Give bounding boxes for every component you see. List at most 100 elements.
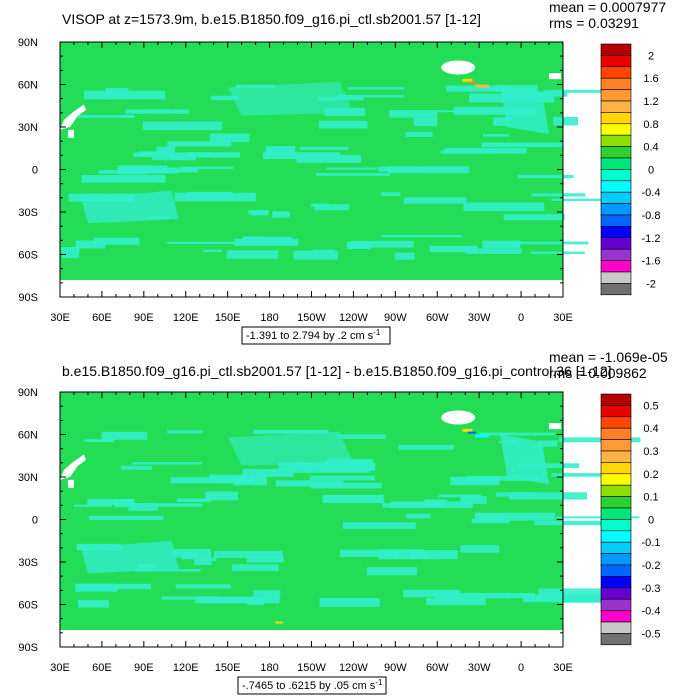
colorbar-cell <box>600 271 632 284</box>
field-patch <box>426 598 486 606</box>
y-tick-label: 30N <box>18 122 38 134</box>
x-tick-label: 30E <box>50 312 70 324</box>
field-patch <box>142 121 223 131</box>
colorbar-cell <box>600 237 632 250</box>
field-patch <box>406 513 431 519</box>
x-tick-label: 30W <box>468 312 491 324</box>
colorbar-cell <box>600 610 632 623</box>
range-text: -.7465 to .6215 by .05 cm s-1 <box>242 678 383 692</box>
colorbar-cell <box>600 214 632 227</box>
field-patch <box>134 569 201 572</box>
land-mask <box>549 423 562 430</box>
colorbar-cell <box>600 77 632 90</box>
x-tick-label: 30E <box>553 662 573 674</box>
field-patch <box>234 238 299 246</box>
colorbar-cell <box>600 66 632 79</box>
field-patch <box>559 437 641 443</box>
field-patch <box>339 549 400 558</box>
y-tick-label: 60S <box>18 600 38 612</box>
colorbar-label: -1.2 <box>642 233 661 245</box>
field-patch <box>293 250 338 260</box>
field-patch <box>231 564 279 571</box>
field-patch <box>444 147 527 154</box>
field-patch <box>474 512 556 521</box>
field-patch <box>381 235 463 238</box>
colorbar-cell <box>600 484 632 497</box>
field-patch <box>60 247 80 253</box>
field-patch <box>272 211 290 218</box>
field-patch <box>278 462 312 471</box>
range-exponent: -1 <box>373 328 381 337</box>
y-tick-label: 30S <box>18 557 38 569</box>
y-tick-label: 0 <box>32 515 38 527</box>
colorbar-cell <box>600 416 632 429</box>
field-patch <box>463 202 545 212</box>
x-tick-label: 180 <box>260 662 278 674</box>
colorbar-cell <box>600 496 632 509</box>
field-patch <box>167 141 232 147</box>
y-tick-label: 90S <box>18 292 38 304</box>
field-patch <box>175 584 231 589</box>
colorbar-cell <box>600 134 632 147</box>
colorbar-cell <box>600 405 632 418</box>
field-patch <box>460 545 500 553</box>
field-patch <box>500 84 550 135</box>
colorbar-label: 0.5 <box>643 400 658 412</box>
x-tick-label: 30E <box>553 312 573 324</box>
x-tick-label: 120E <box>173 312 199 324</box>
anomaly-mark <box>467 431 476 434</box>
x-tick-label: 0 <box>518 662 524 674</box>
field-patch <box>120 465 153 470</box>
map-plot-top: VISOP at z=1573.9m, b.e15.B1850.f09_g16.… <box>18 0 666 345</box>
colorbar-cell <box>600 439 632 452</box>
chart-title: b.e15.B1850.f09_g16.pi_ctl.sb2001.57 [1-… <box>62 363 612 379</box>
range-text: -1.391 to 2.794 by .2 cm s-1 <box>246 328 381 342</box>
colorbar-label: -0.5 <box>642 628 661 640</box>
colorbar-cell <box>600 283 632 296</box>
field-patch <box>226 250 279 259</box>
field-patch <box>405 131 433 138</box>
field-patch <box>398 445 454 450</box>
field-patch <box>299 146 349 150</box>
field-patch <box>161 596 219 600</box>
colorbar-label: 0.3 <box>643 446 658 458</box>
colorbar-cell <box>600 89 632 102</box>
field-patch <box>553 117 579 126</box>
colorbar-cell <box>600 519 632 532</box>
field-patch <box>482 240 521 249</box>
mean-value: mean = 0.0007977 <box>549 0 666 15</box>
field-patch <box>214 550 283 558</box>
field-patch <box>75 240 106 249</box>
field-patch <box>302 462 376 471</box>
field-patch <box>125 109 190 114</box>
colorbar-cell <box>600 100 632 113</box>
field-patch <box>337 94 404 98</box>
field-patch <box>209 133 250 143</box>
x-tick-label: 90E <box>134 312 154 324</box>
field-patch <box>389 110 438 118</box>
colorbar-cell <box>600 191 632 204</box>
colorbar-label: 1.6 <box>643 73 658 85</box>
colorbar-cell <box>600 530 632 543</box>
field-patch <box>495 492 535 497</box>
field-patch <box>314 204 350 211</box>
field-patch <box>506 143 547 146</box>
field-patch <box>551 198 631 201</box>
field-patch <box>387 166 470 174</box>
field-patch <box>557 596 623 603</box>
land-mask <box>60 104 86 130</box>
colorbar-label: 0.1 <box>643 492 658 504</box>
field-patch <box>534 520 616 526</box>
colorbar-cell <box>600 462 632 475</box>
y-tick-label: 90S <box>18 642 38 654</box>
field-patch <box>211 95 239 101</box>
colorbar-cell <box>600 180 632 193</box>
field-patch <box>342 522 416 529</box>
colorbar-cell <box>600 541 632 554</box>
y-tick-label: 60N <box>18 80 38 92</box>
field-patch <box>503 214 565 221</box>
field-patch <box>347 87 405 90</box>
field-patch <box>318 120 368 129</box>
colorbar-cell <box>600 43 632 56</box>
panel-bottom: b.e15.B1850.f09_g16.pi_ctl.sb2001.57 [1-… <box>0 350 700 700</box>
